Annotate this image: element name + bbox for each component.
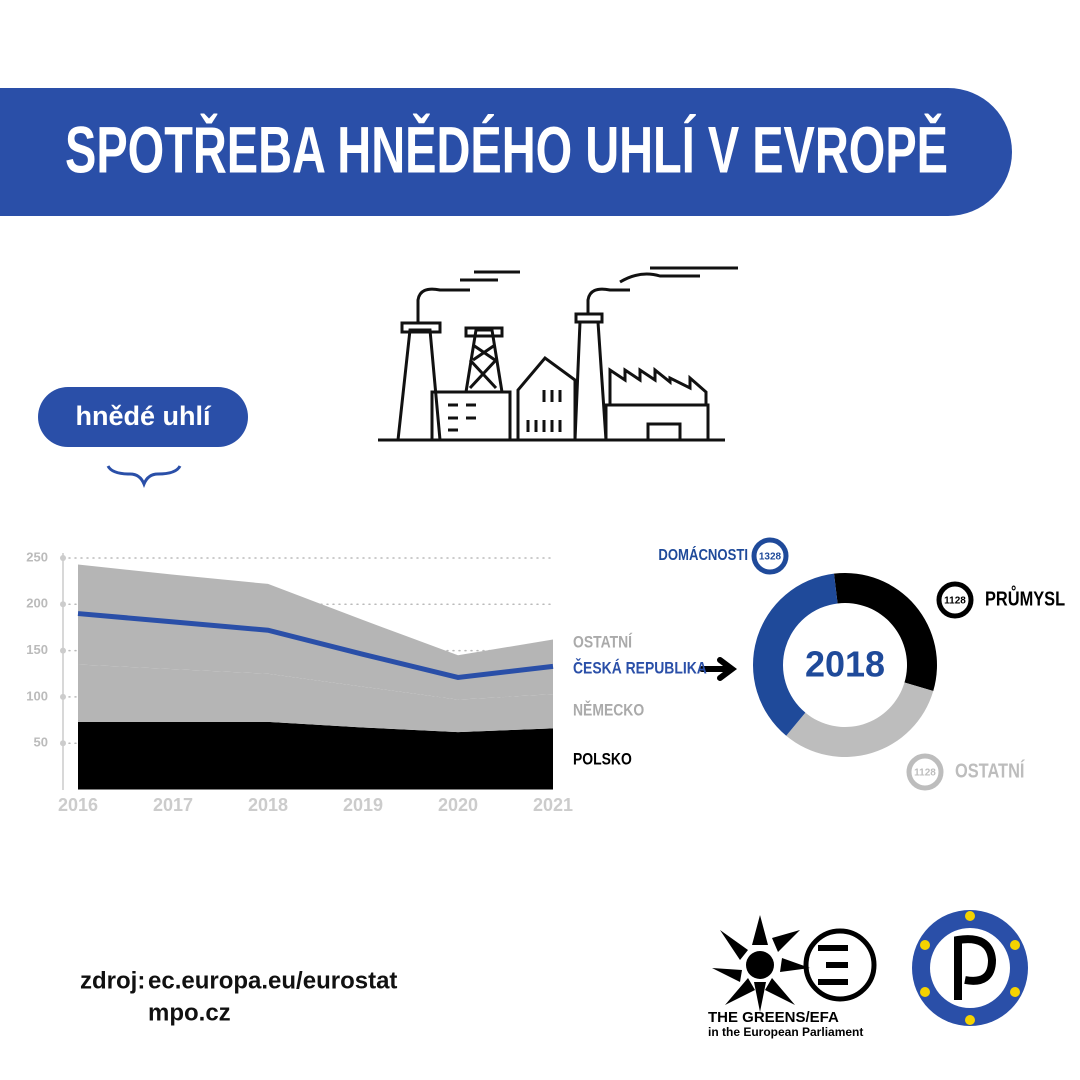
donut-slice [786, 682, 934, 757]
grid-dot [60, 740, 66, 747]
title-bar [0, 88, 1012, 216]
x-tick-label: 2017 [153, 795, 193, 815]
legend-label: OSTATNÍ [573, 633, 633, 652]
source-line: mpo.cz [148, 999, 231, 1026]
line [77, 611, 554, 680]
greens-sub: in the European Parliament [708, 1025, 863, 1039]
x-tick-label: 2019 [343, 795, 383, 815]
legend-label: ČESKÁ REPUBLIKA [573, 658, 707, 678]
source-line: ec.europa.eu/eurostat [148, 967, 397, 994]
donut-slice [833, 573, 937, 692]
source-label: zdroj: [80, 967, 145, 994]
category-label: PRŮMYSL [985, 586, 1065, 610]
x-tick-label: 2018 [248, 795, 288, 815]
category-label: OSTATNÍ [955, 759, 1025, 782]
area [78, 721, 553, 790]
legend-label: NĚMECKO [573, 700, 644, 720]
y-tick-label: 100 [26, 688, 48, 703]
donut-slice [753, 573, 838, 736]
x-tick-label: 2016 [58, 795, 98, 815]
x-tick-label: 2020 [438, 795, 478, 815]
area [78, 564, 553, 700]
area [78, 664, 553, 733]
greens-logo: THE GREENS/EFA in the European Parliamen… [708, 915, 877, 1039]
title: SPOTŘEBA HNĚDÉHO UHLÍ V EVROPĚ [65, 112, 948, 186]
greens-text: THE GREENS/EFA [708, 1009, 839, 1026]
value-bubble [751, 537, 789, 575]
badge-label: hnědé uhlí [76, 401, 212, 431]
value-bubble [936, 581, 974, 619]
factory-icon [378, 266, 738, 442]
y-tick-label: 200 [26, 596, 48, 611]
grid-dot [60, 601, 66, 608]
grid-dot [60, 555, 66, 561]
grid-dot [60, 693, 66, 700]
data-label: 1128 [944, 596, 966, 607]
data-label: 1128 [914, 768, 936, 779]
brace [106, 465, 182, 489]
x-tick-label: 2021 [533, 795, 573, 815]
data-label: 1328 [759, 552, 782, 563]
category-label: DOMÁCNOSTI [658, 546, 748, 565]
y-tick-label: 50 [34, 735, 48, 750]
y-tick-label: 150 [26, 642, 48, 657]
arrow [699, 657, 737, 681]
center-label: 2018 [805, 644, 885, 685]
grid-dot [60, 647, 66, 654]
y-tick-label: 250 [26, 549, 48, 564]
legend-label: POLSKO [573, 750, 632, 769]
pirate-logo [912, 910, 1028, 1026]
badge [38, 387, 248, 447]
value-bubble [906, 753, 944, 791]
